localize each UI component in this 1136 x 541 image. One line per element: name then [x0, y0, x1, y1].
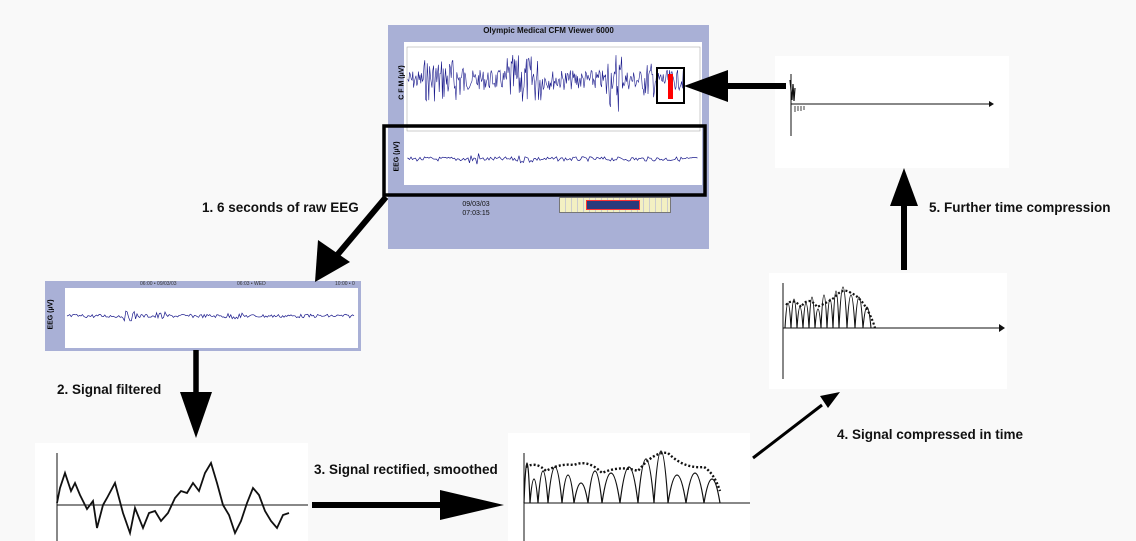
eeg-trace-panel — [404, 133, 702, 185]
raw-eeg-axis-label: EEG (µV) — [47, 299, 55, 330]
viewer-title: Olympic Medical CFM Viewer 6000 — [483, 26, 614, 35]
step3-label: 3. Signal rectified, smoothed — [314, 462, 498, 477]
step1-label: 1. 6 seconds of raw EEG — [202, 200, 359, 215]
arrow-step5 — [890, 168, 918, 270]
arrow-step3 — [312, 490, 504, 520]
eeg-trace — [407, 153, 698, 165]
arrow-step4 — [752, 392, 840, 460]
cfm-viewer-window: Olympic Medical CFM Viewer 6000 C F M (µ… — [388, 25, 709, 249]
raw-eeg-header-right: 10:00 • 0 — [335, 281, 355, 287]
viewer-timestamp: 09/03/03 07:03:15 — [446, 200, 506, 218]
rectified-signal-card — [508, 433, 750, 541]
cfm-axis-label: C F M (µV) — [398, 65, 406, 100]
scrollbar-thumb[interactable] — [586, 200, 640, 210]
filtered-signal-plot — [56, 453, 308, 541]
step2-label: 2. Signal filtered — [57, 382, 162, 397]
timestamp-date: 09/03/03 — [462, 201, 490, 208]
arrow-step2 — [180, 350, 212, 438]
cfm-trace-panel — [404, 42, 702, 134]
compressed-signal-card — [769, 273, 1007, 389]
step5-label: 5. Further time compression — [929, 200, 1111, 215]
viewer-scrollbar[interactable] — [559, 197, 671, 213]
further-compression-card — [775, 56, 1009, 168]
filtered-signal-card — [35, 443, 308, 541]
raw-eeg-window: 06:00 • 09/03/03 06:03 • WED 10:00 • 0 E… — [45, 281, 361, 351]
timestamp-time: 07:03:15 — [462, 210, 490, 217]
compressed-signal-plot — [782, 283, 1005, 379]
raw-eeg-header-left: 06:00 • 09/03/03 — [140, 281, 177, 287]
raw-eeg-trace — [66, 310, 355, 322]
raw-eeg-panel — [65, 288, 358, 348]
cfm-trace — [406, 46, 701, 132]
further-compression-plot — [789, 74, 994, 136]
step4-label: 4. Signal compressed in time — [837, 427, 1024, 442]
raw-eeg-header-mid: 06:03 • WED — [237, 281, 266, 287]
rectified-signal-plot — [523, 450, 750, 541]
eeg-axis-label: EEG (µV) — [393, 141, 401, 172]
